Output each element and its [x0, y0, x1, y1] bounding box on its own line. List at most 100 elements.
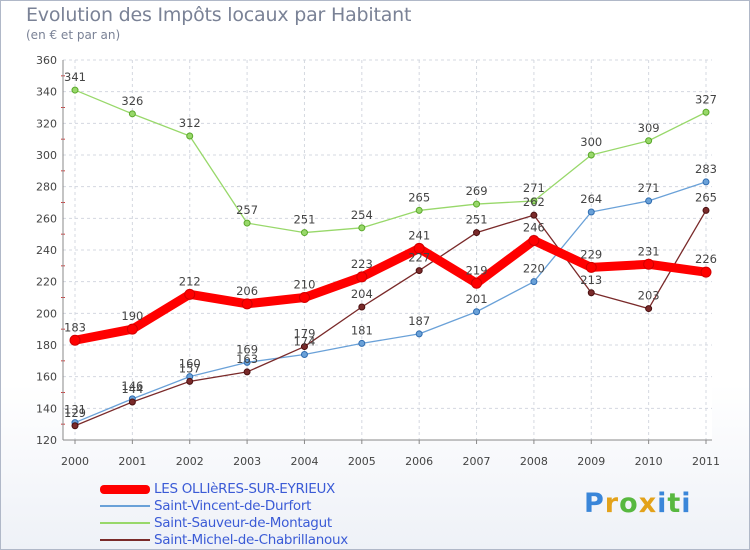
series-line-1	[74, 181, 707, 424]
data-label: 269	[466, 184, 488, 198]
data-label: 271	[638, 181, 660, 195]
logo-letter: P	[584, 488, 605, 519]
data-label: 144	[121, 382, 143, 396]
y-tick-label: 360	[36, 54, 57, 67]
data-point	[300, 351, 308, 358]
data-point	[528, 235, 540, 246]
data-point	[645, 197, 653, 205]
legend-item: Saint-Michel-de-Chabrillanoux	[100, 532, 400, 549]
series-line-2	[74, 89, 707, 234]
y-tick-label: 320	[36, 117, 57, 130]
data-label: 146	[121, 379, 143, 393]
data-point	[587, 208, 595, 216]
data-point	[415, 267, 423, 275]
data-label: 300	[580, 135, 602, 149]
data-label: 309	[638, 121, 660, 135]
y-tick-label: 160	[36, 371, 57, 384]
data-label: 213	[580, 273, 602, 287]
data-label: 227	[408, 251, 430, 265]
data-point	[415, 330, 423, 338]
y-tick-label: 260	[36, 212, 57, 225]
x-tick-label: 2005	[348, 455, 376, 468]
legend-item: Saint-Vincent-de-Durfort	[100, 498, 400, 515]
data-point	[71, 422, 79, 430]
legend-label: Saint-Vincent-de-Durfort	[154, 498, 312, 514]
data-point	[530, 278, 538, 286]
x-tick-label: 2004	[290, 455, 318, 468]
y-tick-label: 120	[36, 434, 57, 447]
proxiti-logo: Proxiti	[584, 488, 692, 519]
x-tick-label: 2002	[176, 455, 204, 468]
data-point	[128, 110, 136, 118]
data-label: 265	[695, 190, 717, 204]
data-point	[358, 224, 366, 232]
data-point	[473, 229, 481, 237]
x-tick-label: 2008	[520, 455, 548, 468]
data-point	[471, 277, 483, 289]
y-tick-label: 140	[36, 402, 57, 415]
legend-item: Saint-Sauveur-de-Montagut	[100, 515, 400, 532]
data-point	[702, 108, 710, 116]
legend-swatch	[100, 539, 150, 541]
data-label: 220	[523, 262, 545, 276]
data-point	[69, 334, 81, 346]
data-point	[645, 305, 653, 313]
data-label: 179	[293, 327, 315, 341]
logo-letter: i	[657, 488, 668, 519]
data-label: 129	[64, 406, 86, 420]
data-point	[587, 151, 595, 159]
data-label: 187	[408, 314, 430, 328]
x-tick-label: 2010	[635, 455, 663, 468]
chart-title: Evolution des Impôts locaux par Habitant	[26, 4, 412, 26]
data-point	[186, 377, 194, 385]
data-label: 257	[236, 203, 258, 217]
x-tick-label: 2007	[463, 455, 491, 468]
data-label: 157	[179, 361, 201, 375]
data-point	[473, 200, 481, 208]
y-tick-label: 220	[36, 276, 57, 289]
x-tick-label: 2011	[692, 455, 720, 468]
y-tick-label: 240	[36, 244, 57, 257]
x-tick-label: 2006	[405, 455, 433, 468]
data-point	[298, 292, 310, 303]
data-point	[645, 137, 653, 145]
legend-label: Saint-Sauveur-de-Montagut	[154, 515, 332, 531]
y-tick-label: 280	[36, 181, 57, 194]
data-label: 131	[64, 403, 86, 417]
data-point	[700, 266, 712, 278]
data-label: 163	[236, 352, 258, 366]
chart-subtitle: (en € et par an)	[26, 28, 121, 42]
data-label: 206	[236, 284, 258, 298]
data-label: 241	[408, 228, 430, 242]
data-label: 254	[351, 208, 373, 222]
data-point	[243, 368, 251, 376]
data-label: 283	[695, 162, 717, 176]
data-label: 251	[293, 213, 315, 227]
data-point	[300, 229, 308, 237]
data-point	[356, 271, 368, 283]
logo-letter: r	[604, 488, 620, 519]
data-label: 160	[179, 357, 201, 371]
legend-item: LES OLLIèRES-SUR-EYRIEUX	[100, 481, 400, 498]
data-label: 210	[293, 278, 315, 292]
data-label: 203	[638, 289, 660, 303]
legend-swatch	[100, 484, 150, 494]
chart-legend: LES OLLIèRES-SUR-EYRIEUX Saint-Vincent-de…	[100, 481, 400, 549]
data-label: 271	[523, 181, 545, 195]
data-point	[702, 178, 710, 186]
x-tick-label: 2000	[61, 455, 89, 468]
data-label: 169	[236, 342, 258, 356]
legend-swatch	[100, 505, 150, 507]
data-label: 251	[466, 213, 488, 227]
data-point	[243, 358, 251, 366]
series-line-3	[74, 209, 707, 427]
data-label: 212	[179, 274, 201, 288]
data-point	[530, 197, 538, 205]
data-point	[300, 343, 308, 351]
data-label: 219	[466, 263, 488, 277]
data-label: 183	[64, 320, 86, 334]
data-label: 226	[695, 252, 717, 266]
data-label: 204	[351, 287, 373, 301]
series-line-0	[70, 236, 711, 345]
